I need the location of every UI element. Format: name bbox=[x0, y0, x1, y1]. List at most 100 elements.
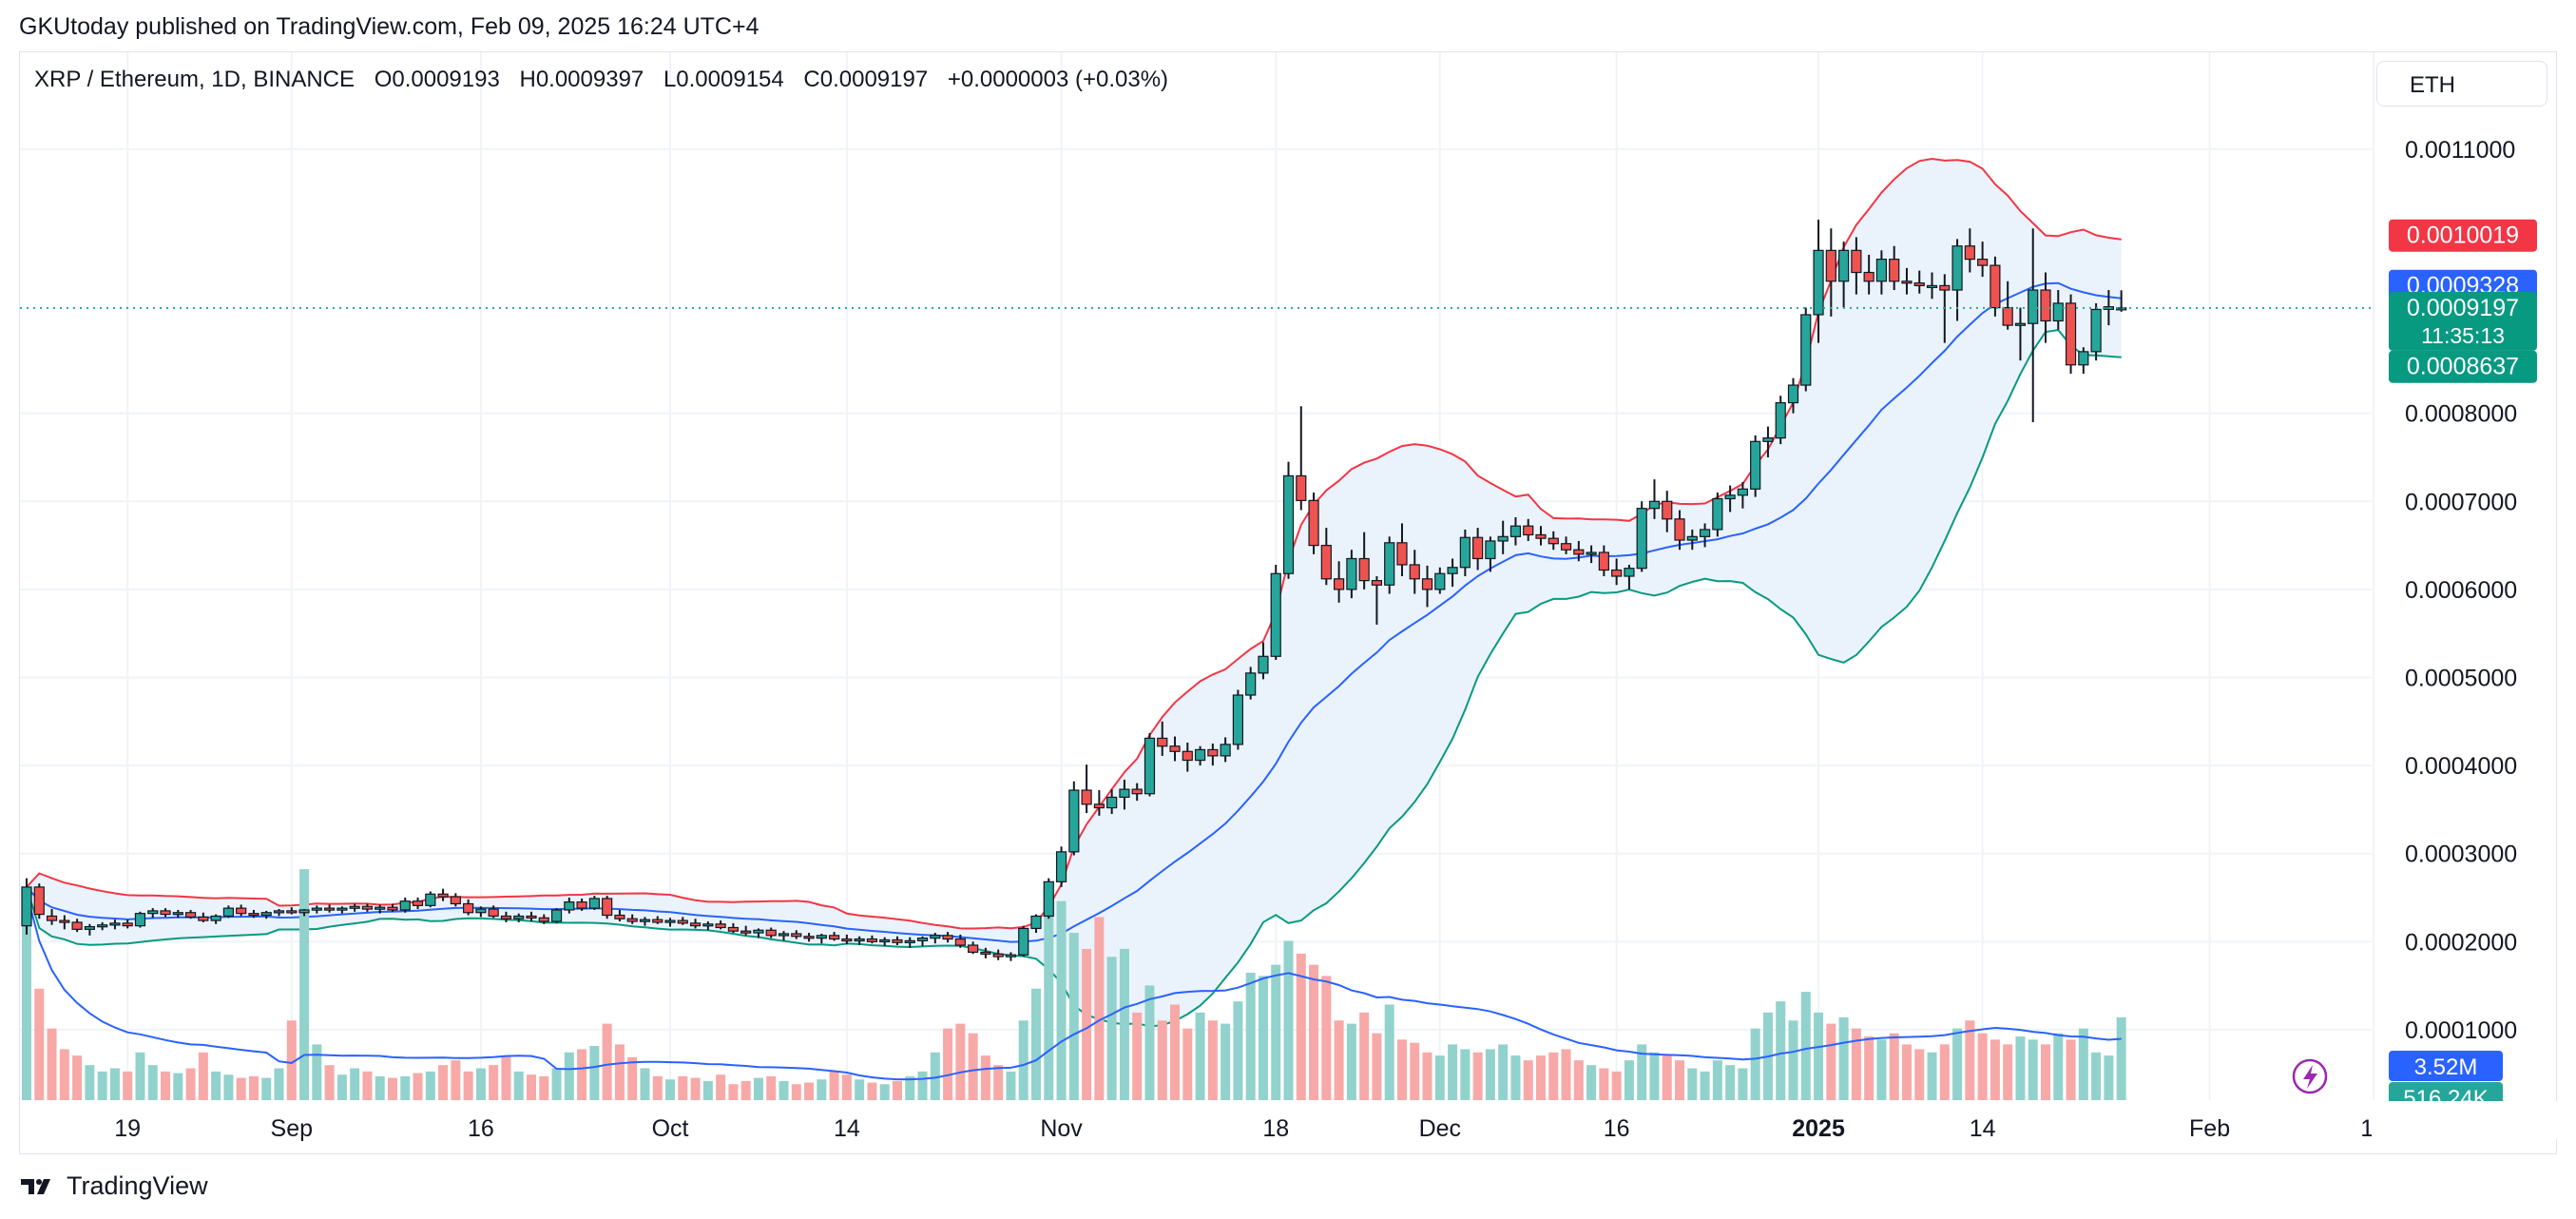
candle-body-down bbox=[361, 905, 374, 910]
candle-body-up bbox=[1055, 851, 1067, 882]
candle bbox=[1005, 952, 1017, 961]
candle-body-down bbox=[866, 938, 878, 942]
candle-body-down bbox=[286, 910, 298, 914]
candle bbox=[2052, 290, 2064, 330]
candle bbox=[1485, 536, 1496, 572]
bollinger-bands bbox=[26, 157, 2122, 1028]
candle-body-down bbox=[538, 917, 549, 922]
volume-bar bbox=[1700, 1071, 1710, 1100]
volume-bar bbox=[968, 1033, 978, 1100]
volume-bar bbox=[1826, 1023, 1836, 1100]
candle-body-down bbox=[968, 944, 979, 954]
volume-bar bbox=[1346, 1023, 1356, 1100]
currency-selector[interactable]: ETH bbox=[2376, 61, 2547, 106]
candle bbox=[84, 923, 95, 936]
time-axis: 19Sep16Oct14Nov18Dec16202514Feb14 bbox=[114, 1115, 2387, 1142]
candle bbox=[1548, 531, 1559, 551]
candle bbox=[1875, 250, 1888, 295]
candle bbox=[134, 911, 146, 928]
price-tag-bg bbox=[2389, 291, 2537, 351]
candle bbox=[1182, 743, 1193, 772]
tradingview-wordmark: TradingView bbox=[67, 1171, 208, 1200]
volume-bar bbox=[1977, 1033, 1988, 1100]
price-tags: 0.00100190.00093280.000919711:35:130.000… bbox=[20, 219, 2562, 1139]
volume-bar bbox=[1472, 1052, 1483, 1100]
volume-bar bbox=[1044, 893, 1054, 1100]
candle bbox=[311, 905, 322, 914]
volume-bar bbox=[1876, 1039, 1887, 1100]
volume-tag-text: 3.52M bbox=[2414, 1055, 2478, 1080]
volume-bar bbox=[261, 1077, 272, 1100]
candle-body-down bbox=[1598, 551, 1609, 571]
candle-body-up bbox=[1624, 568, 1635, 577]
attribution-header: GKUtoday published on TradingView.com, F… bbox=[19, 13, 759, 40]
volume-bar bbox=[1170, 1004, 1181, 1100]
price-tag-bg bbox=[2389, 219, 2537, 252]
volume-bar bbox=[1283, 940, 1294, 1100]
candle bbox=[1194, 745, 1206, 766]
volume-bar bbox=[1599, 1068, 1609, 1100]
candle bbox=[1662, 491, 1673, 532]
candle bbox=[778, 931, 790, 941]
volume-bar bbox=[1901, 1044, 1912, 1100]
candle bbox=[1990, 256, 2001, 317]
price-tag-text: 0.0009197 bbox=[2407, 295, 2519, 321]
candle bbox=[904, 937, 915, 948]
volume-bar bbox=[1851, 1028, 1861, 1100]
candle bbox=[71, 919, 83, 933]
x-tick-label: Oct bbox=[652, 1115, 689, 1142]
candle-body-up bbox=[222, 907, 234, 918]
volume-bar bbox=[34, 988, 45, 1100]
candle-body-down bbox=[1296, 474, 1307, 501]
candlesticks bbox=[21, 219, 2127, 961]
bollinger-basis-line bbox=[26, 281, 2122, 943]
volume-bar bbox=[1018, 1020, 1028, 1100]
candle bbox=[361, 903, 374, 912]
candle bbox=[740, 925, 752, 936]
symbol-label[interactable]: XRP / Ethereum, 1D, BINANCE bbox=[34, 67, 356, 92]
price-tag-bg bbox=[2389, 350, 2537, 383]
candle-body-down bbox=[1535, 533, 1547, 539]
candle-body-down bbox=[387, 906, 398, 911]
volume-bar bbox=[475, 1068, 486, 1100]
volume-bar bbox=[1611, 1071, 1622, 1100]
volume-bar bbox=[2053, 1033, 2064, 1100]
candle bbox=[248, 909, 260, 919]
candle bbox=[2078, 347, 2089, 375]
candle-body-down bbox=[576, 901, 587, 909]
lightning-icon bbox=[2292, 1058, 2328, 1094]
candle-body-up bbox=[2116, 307, 2127, 311]
candle-body-up bbox=[778, 933, 790, 937]
candle bbox=[1169, 736, 1181, 762]
price-tag-bb_upper: 0.0010019 bbox=[2389, 219, 2537, 252]
volume-bar bbox=[905, 1075, 915, 1100]
candle-body-up bbox=[1005, 954, 1017, 958]
volume-bar bbox=[1561, 1049, 1571, 1100]
volume-bar bbox=[766, 1075, 777, 1100]
candle-body-up bbox=[311, 907, 322, 911]
candle bbox=[1636, 501, 1647, 572]
candle-body-down bbox=[841, 938, 853, 942]
candle-body-down bbox=[652, 919, 663, 923]
volume-bar bbox=[2015, 1036, 2026, 1100]
candle bbox=[1787, 377, 1799, 414]
candle-body-up bbox=[1346, 557, 1357, 590]
candle-body-down bbox=[954, 938, 966, 946]
candle bbox=[1497, 520, 1509, 554]
candle-body-up bbox=[930, 935, 941, 939]
candle-body-up bbox=[84, 925, 95, 930]
volume-bar bbox=[85, 1065, 95, 1100]
candle bbox=[2065, 294, 2077, 375]
volume-bar bbox=[413, 1073, 423, 1100]
price-tag-text: 0.0010019 bbox=[2407, 223, 2519, 249]
volume-bar bbox=[336, 1074, 347, 1100]
candle-body-down bbox=[1851, 249, 1862, 274]
tradingview-logo[interactable]: TradingView bbox=[19, 1171, 208, 1201]
volume-bar bbox=[892, 1080, 902, 1100]
candle-body-up bbox=[753, 929, 764, 934]
volume-bar bbox=[1838, 1016, 1849, 1100]
candle bbox=[866, 935, 878, 944]
volume-bar bbox=[350, 1068, 360, 1100]
candle-body-down bbox=[2040, 289, 2051, 322]
